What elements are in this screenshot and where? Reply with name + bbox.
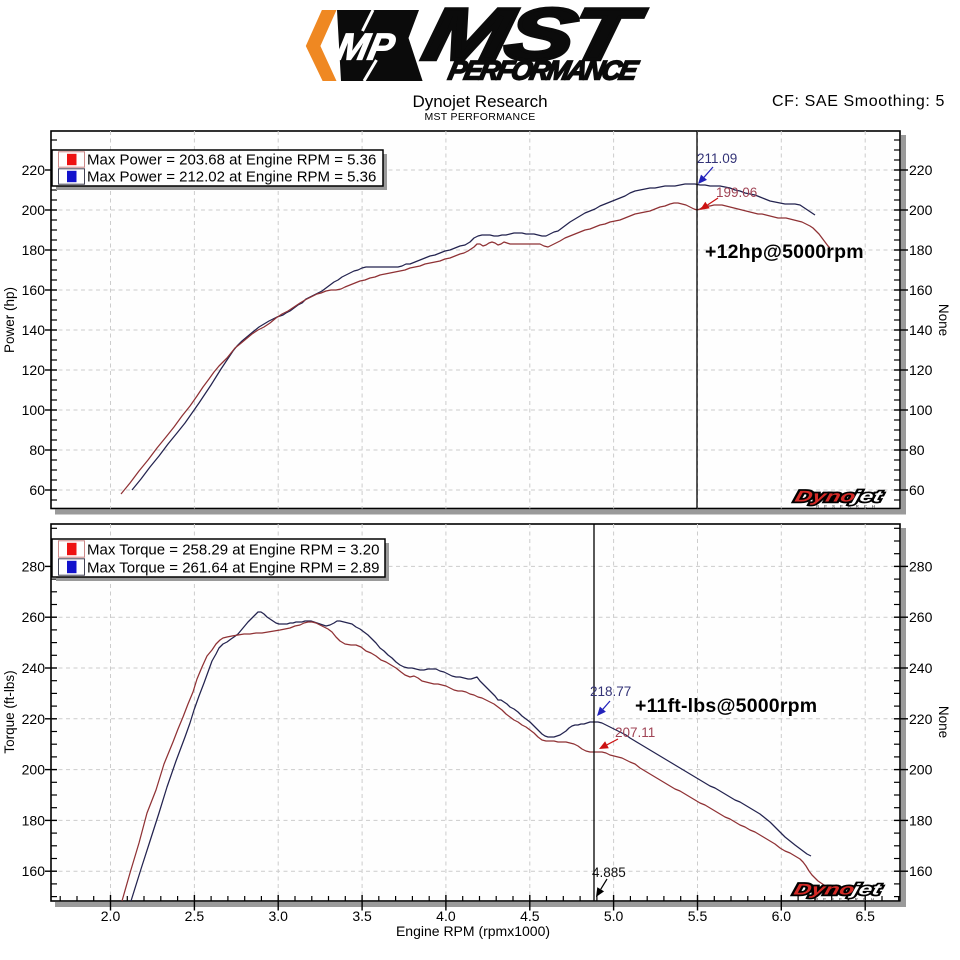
- svg-text:MST PERFORMANCE: MST PERFORMANCE: [424, 111, 535, 123]
- svg-text:100: 100: [22, 402, 46, 418]
- svg-text:140: 140: [909, 322, 933, 338]
- svg-text:Dyno: Dyno: [793, 489, 857, 506]
- svg-text:220: 220: [22, 711, 46, 727]
- svg-text:200: 200: [22, 762, 46, 778]
- svg-text:MST: MST: [417, 0, 651, 76]
- svg-text:2.0: 2.0: [101, 908, 121, 924]
- svg-text:MP: MP: [333, 27, 399, 69]
- svg-text:+12hp@5000rpm: +12hp@5000rpm: [705, 241, 864, 263]
- svg-text:jet: jet: [847, 882, 884, 899]
- svg-text:280: 280: [22, 558, 46, 574]
- svg-text:Dynojet Research: Dynojet Research: [412, 92, 547, 111]
- svg-text:160: 160: [909, 863, 933, 879]
- svg-text:60: 60: [29, 482, 45, 498]
- svg-text:207.11: 207.11: [615, 725, 655, 740]
- svg-text:80: 80: [909, 442, 925, 458]
- svg-text:120: 120: [909, 362, 933, 378]
- svg-text:RESEARCH: RESEARCH: [816, 504, 880, 509]
- svg-text:None: None: [936, 706, 951, 738]
- svg-text:218.77: 218.77: [590, 684, 631, 699]
- svg-text:6.0: 6.0: [772, 908, 792, 924]
- svg-text:220: 220: [909, 162, 933, 178]
- svg-text:3.5: 3.5: [352, 908, 372, 924]
- svg-text:80: 80: [29, 442, 45, 458]
- svg-text:CF: SAE Smoothing: 5: CF: SAE Smoothing: 5: [772, 93, 945, 110]
- svg-text:Max Torque = 258.29 at Engine: Max Torque = 258.29 at Engine RPM = 3.20: [87, 542, 379, 559]
- svg-text:240: 240: [22, 660, 46, 676]
- svg-text:180: 180: [22, 242, 46, 258]
- svg-text:140: 140: [22, 322, 46, 338]
- svg-text:Torque (ft-lbs): Torque (ft-lbs): [2, 670, 17, 753]
- svg-text:2.5: 2.5: [185, 908, 205, 924]
- svg-text:Power (hp): Power (hp): [2, 287, 17, 353]
- svg-text:60: 60: [909, 482, 925, 498]
- svg-text:+11ft-lbs@5000rpm: +11ft-lbs@5000rpm: [635, 695, 817, 717]
- svg-text:280: 280: [909, 558, 933, 574]
- svg-text:180: 180: [909, 812, 933, 828]
- svg-text:4.0: 4.0: [436, 908, 456, 924]
- svg-text:100: 100: [909, 402, 933, 418]
- svg-text:6.5: 6.5: [855, 908, 875, 924]
- svg-text:260: 260: [22, 609, 46, 625]
- svg-text:180: 180: [909, 242, 933, 258]
- svg-text:260: 260: [909, 609, 933, 625]
- svg-text:jet: jet: [848, 489, 885, 506]
- svg-text:Dyno: Dyno: [793, 489, 857, 506]
- svg-text:None: None: [936, 304, 951, 336]
- svg-text:160: 160: [22, 863, 46, 879]
- svg-text:180: 180: [22, 812, 46, 828]
- svg-text:160: 160: [909, 282, 933, 298]
- svg-text:4.5: 4.5: [520, 908, 540, 924]
- svg-text:220: 220: [909, 711, 933, 727]
- svg-text:120: 120: [22, 362, 46, 378]
- svg-text:4.885: 4.885: [592, 865, 626, 880]
- svg-text:jet: jet: [848, 489, 885, 506]
- svg-text:RESEARCH: RESEARCH: [815, 897, 879, 902]
- svg-text:Max Power = 203.68 at Engine R: Max Power = 203.68 at Engine RPM = 5.36: [87, 152, 376, 169]
- svg-text:Max Torque = 261.64 at Engine: Max Torque = 261.64 at Engine RPM = 2.89: [87, 560, 379, 577]
- svg-text:200: 200: [22, 202, 46, 218]
- svg-text:5.0: 5.0: [604, 908, 624, 924]
- svg-text:240: 240: [909, 660, 933, 676]
- svg-text:199.06: 199.06: [716, 185, 757, 200]
- svg-text:Engine RPM (rpmx1000): Engine RPM (rpmx1000): [396, 923, 550, 939]
- svg-text:160: 160: [22, 282, 46, 298]
- svg-text:3.0: 3.0: [268, 908, 288, 924]
- svg-text:jet: jet: [847, 882, 884, 899]
- svg-text:200: 200: [909, 762, 933, 778]
- svg-text:Dyno: Dyno: [792, 882, 856, 899]
- svg-text:200: 200: [909, 202, 933, 218]
- svg-text:Dyno: Dyno: [792, 882, 856, 899]
- svg-text:211.09: 211.09: [697, 151, 737, 166]
- svg-text:PERFORMANCE: PERFORMANCE: [446, 55, 642, 86]
- svg-text:Max Power = 212.02 at Engine R: Max Power = 212.02 at Engine RPM = 5.36: [87, 169, 376, 186]
- svg-text:220: 220: [22, 162, 46, 178]
- svg-text:5.5: 5.5: [688, 908, 708, 924]
